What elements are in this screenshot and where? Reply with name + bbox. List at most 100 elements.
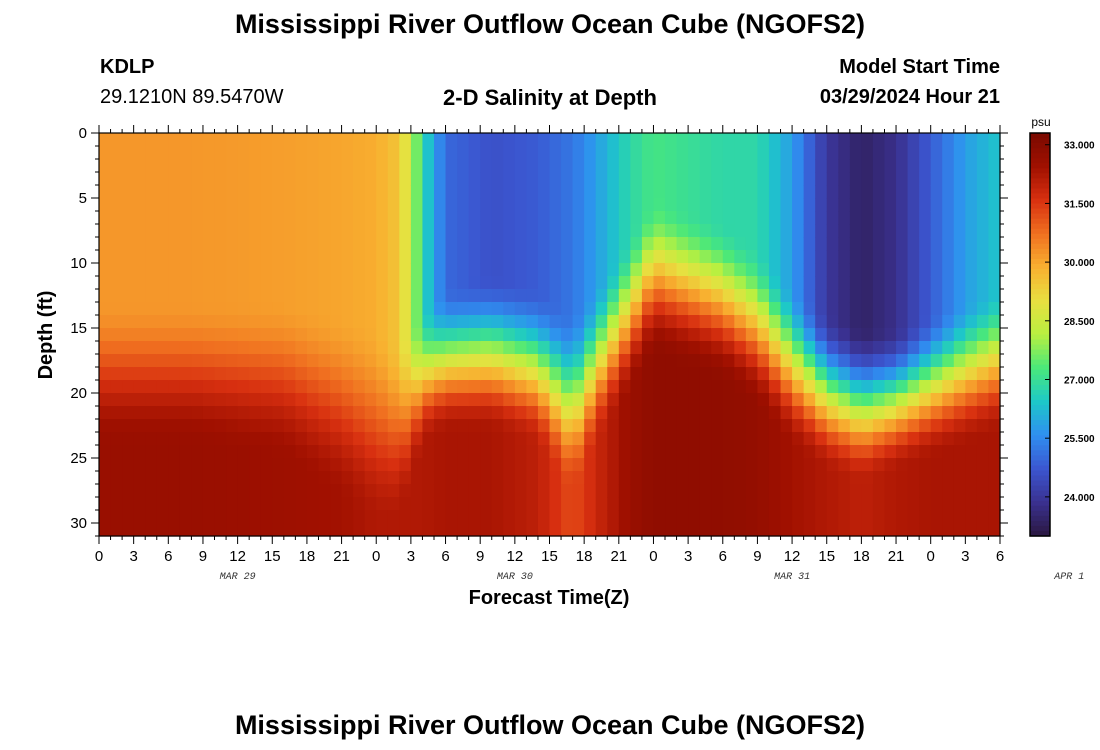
heatmap-cell	[526, 172, 539, 186]
heatmap-cell	[191, 224, 204, 238]
heatmap-cell	[630, 354, 643, 368]
heatmap-cell	[653, 458, 666, 472]
heatmap-cell	[861, 276, 874, 290]
heatmap-cell	[237, 224, 250, 238]
heatmap-cell	[537, 367, 551, 381]
heatmap-cell	[364, 523, 377, 537]
heatmap-cell	[722, 497, 735, 511]
heatmap-cell	[526, 211, 539, 225]
heatmap-cell	[884, 484, 897, 498]
heatmap-cell	[965, 406, 978, 420]
heatmap-cell	[930, 458, 943, 472]
heatmap-cell	[722, 458, 735, 472]
heatmap-cell	[133, 523, 146, 537]
heatmap-cell	[561, 341, 574, 355]
heatmap-cell	[641, 380, 655, 394]
heatmap-cell	[491, 237, 504, 251]
heatmap-cell	[202, 471, 216, 485]
heatmap-cell	[896, 510, 909, 524]
heatmap-cell	[318, 510, 331, 524]
heatmap-cell	[942, 250, 955, 264]
heatmap-cell	[306, 224, 320, 238]
heatmap-cell	[919, 133, 932, 147]
heatmap-cell	[976, 510, 990, 524]
heatmap-cell	[688, 510, 701, 524]
heatmap-cell	[445, 328, 458, 342]
heatmap-cell	[768, 432, 782, 446]
heatmap-cell	[711, 380, 724, 394]
heatmap-cell	[595, 432, 608, 446]
heatmap-cell	[330, 341, 343, 355]
x-tick-label: 21	[333, 548, 350, 565]
heatmap-cell	[734, 328, 747, 342]
heatmap-cell	[653, 367, 666, 381]
heatmap-cell	[676, 315, 689, 329]
heatmap-cell	[364, 224, 377, 238]
heatmap-cell	[202, 328, 216, 342]
heatmap-cell	[572, 380, 585, 394]
heatmap-cell	[260, 250, 273, 264]
heatmap-cell	[849, 185, 862, 199]
heatmap-cell	[595, 471, 608, 485]
heatmap-cell	[156, 445, 169, 459]
heatmap-cell	[942, 432, 955, 446]
heatmap-cell	[145, 419, 158, 433]
heatmap-cell	[849, 497, 862, 511]
heatmap-cell	[122, 406, 135, 420]
heatmap-cell	[168, 406, 181, 420]
heatmap-cell	[526, 133, 539, 147]
heatmap-cell	[202, 198, 216, 212]
heatmap-cell	[607, 510, 620, 524]
heatmap-cell	[953, 393, 966, 407]
heatmap-cell	[861, 406, 874, 420]
heatmap-cell	[745, 276, 759, 290]
heatmap-cell	[803, 484, 816, 498]
heatmap-cell	[780, 471, 793, 485]
heatmap-cell	[491, 471, 504, 485]
heatmap-cell	[699, 146, 712, 160]
heatmap-cell	[145, 445, 158, 459]
heatmap-cell	[745, 159, 759, 173]
heatmap-cell	[838, 471, 851, 485]
heatmap-cell	[653, 497, 666, 511]
heatmap-cell	[353, 419, 366, 433]
heatmap-cell	[214, 159, 227, 173]
heatmap-cell	[734, 172, 747, 186]
heatmap-cell	[514, 367, 527, 381]
heatmap-cell	[237, 289, 250, 303]
heatmap-cell	[815, 510, 828, 524]
heatmap-cell	[145, 471, 158, 485]
heatmap-cell	[468, 185, 481, 199]
heatmap-cell	[607, 484, 620, 498]
heatmap-cell	[537, 497, 551, 511]
heatmap-cell	[433, 185, 447, 199]
colorbar-step	[1030, 480, 1050, 487]
heatmap-cell	[387, 302, 400, 316]
heatmap-cell	[965, 380, 978, 394]
heatmap-cell	[734, 276, 747, 290]
heatmap-cell	[861, 419, 874, 433]
heatmap-cell	[757, 211, 770, 225]
heatmap-cell	[387, 406, 400, 420]
heatmap-cell	[872, 328, 886, 342]
colorbar-step	[1030, 253, 1050, 260]
colorbar-tick-label: 33.000	[1064, 141, 1095, 152]
x-tick-label: 0	[649, 548, 657, 565]
heatmap-cell	[861, 393, 874, 407]
heatmap-cell	[988, 523, 1001, 537]
heatmap-cell	[872, 471, 886, 485]
heatmap-cell	[907, 315, 920, 329]
heatmap-cell	[595, 146, 608, 160]
heatmap-cell	[480, 198, 493, 212]
heatmap-cell	[179, 432, 193, 446]
heatmap-cell	[780, 250, 793, 264]
heatmap-cell	[514, 497, 527, 511]
colorbar-step	[1030, 274, 1050, 280]
heatmap-cell	[826, 289, 839, 303]
heatmap-cell	[330, 523, 343, 537]
heatmap-cell	[295, 328, 308, 342]
heatmap-cell	[202, 432, 216, 446]
heatmap-cell	[930, 341, 943, 355]
heatmap-cell	[99, 237, 112, 251]
heatmap-cell	[930, 406, 943, 420]
